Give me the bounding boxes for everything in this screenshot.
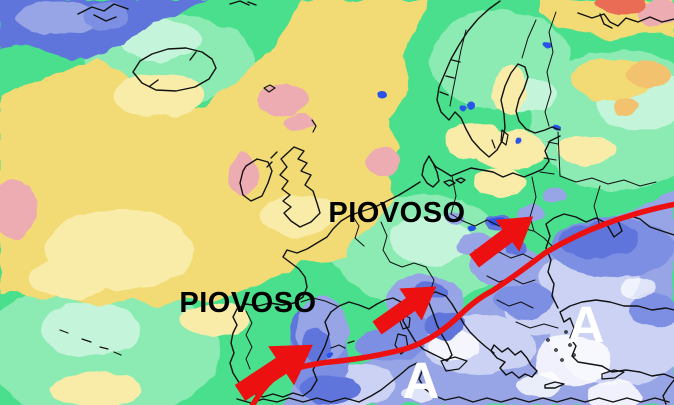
northsea-atlantic-coast [282,181,421,298]
greece-coast [490,344,565,389]
cyprus-coast [601,369,625,380]
label-piovoso-central: PIOVOSO [179,287,316,319]
faroe-shetland-islands [263,84,317,133]
azores-islands [59,329,122,356]
iceland-coast [132,47,217,92]
arctic-russia-coast [229,0,674,29]
denmark-coast [421,155,466,188]
flow-arrows [234,216,534,401]
ireland-coast [239,158,273,202]
aegean-islands [546,330,576,362]
arctic-wet-region [0,0,208,60]
jet-front-line [249,201,674,405]
flow-arrow-central [372,286,437,335]
greenland-coast [77,3,129,22]
flow-arrow-west [234,344,313,401]
turkey-coast [559,299,674,379]
label-piovoso-west: PIOVOSO [328,197,465,229]
north-africa-coast [236,362,674,405]
label-anticyclone-south: A [403,352,440,405]
flow-arrow-east [469,216,534,268]
label-anticyclone-southeast: A [568,296,605,353]
scandinavia-coast [436,0,561,158]
labels-layer: PIOVOSO PIOVOSO A A [179,197,604,405]
adriatic-coast [425,291,495,354]
britain-coast [266,146,321,228]
baltic-coast [430,135,561,178]
